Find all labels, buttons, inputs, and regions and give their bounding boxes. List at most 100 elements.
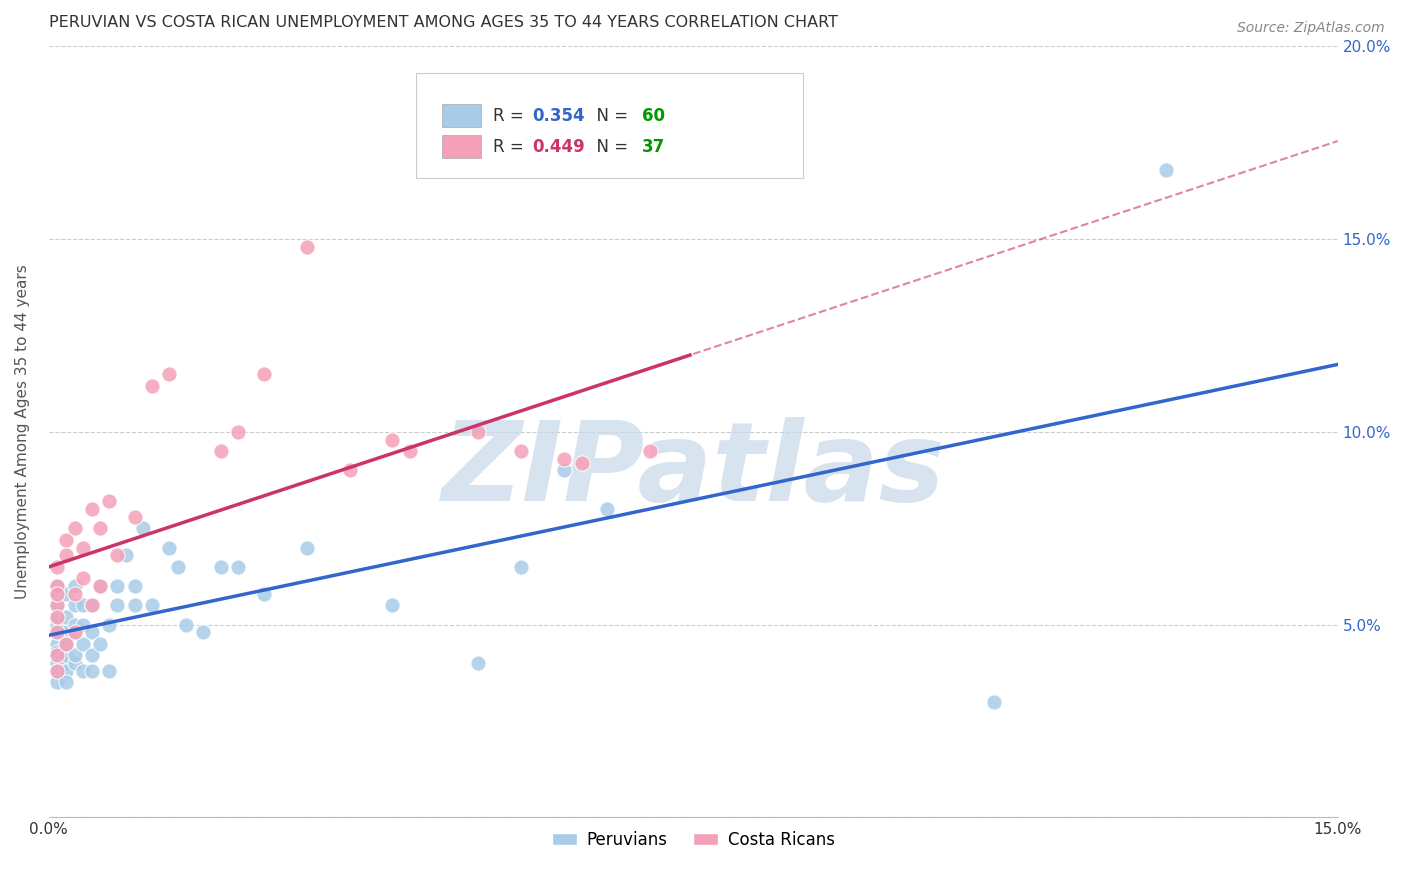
Point <box>89 521 111 535</box>
Point <box>226 425 249 439</box>
Text: Source: ZipAtlas.com: Source: ZipAtlas.com <box>1237 21 1385 35</box>
Point <box>141 599 163 613</box>
Point <box>55 656 77 670</box>
Point <box>252 367 274 381</box>
Point <box>80 599 103 613</box>
Point <box>55 675 77 690</box>
Point <box>46 645 69 659</box>
Point <box>46 625 69 640</box>
Point <box>467 425 489 439</box>
Point <box>63 656 86 670</box>
Point <box>983 695 1005 709</box>
Point <box>124 509 146 524</box>
Text: N =: N = <box>586 107 634 125</box>
Point <box>46 648 69 663</box>
Point <box>157 541 180 555</box>
Point <box>46 664 69 678</box>
Text: 37: 37 <box>641 137 665 156</box>
Point <box>46 559 69 574</box>
Point <box>89 579 111 593</box>
Point <box>571 456 593 470</box>
Point <box>510 559 533 574</box>
Point <box>46 675 69 690</box>
Point <box>55 637 77 651</box>
Point <box>339 463 361 477</box>
Point <box>63 617 86 632</box>
Point <box>46 579 69 593</box>
Point <box>97 664 120 678</box>
Point <box>226 559 249 574</box>
Point <box>97 617 120 632</box>
Point <box>46 648 69 663</box>
Point <box>132 521 155 535</box>
Text: 60: 60 <box>641 107 665 125</box>
Point <box>124 599 146 613</box>
Point <box>63 579 86 593</box>
Text: 0.449: 0.449 <box>531 137 585 156</box>
Point <box>80 599 103 613</box>
Point <box>46 579 69 593</box>
Point <box>553 451 575 466</box>
Point <box>46 625 69 640</box>
Point <box>46 610 69 624</box>
Text: N =: N = <box>586 137 634 156</box>
Point <box>381 599 404 613</box>
Point <box>46 656 69 670</box>
Point <box>55 610 77 624</box>
Point <box>63 625 86 640</box>
Point <box>72 664 94 678</box>
Point <box>295 541 318 555</box>
Point <box>89 579 111 593</box>
Point <box>63 599 86 613</box>
Text: R =: R = <box>494 137 530 156</box>
Point <box>596 502 619 516</box>
Point <box>398 444 420 458</box>
Point <box>63 648 86 663</box>
Point <box>63 521 86 535</box>
Point <box>55 587 77 601</box>
Point <box>209 559 232 574</box>
Point <box>55 548 77 562</box>
Point <box>193 625 215 640</box>
Point <box>252 587 274 601</box>
Point <box>72 599 94 613</box>
Point <box>46 599 69 613</box>
Text: ZIPatlas: ZIPatlas <box>441 417 945 524</box>
Point <box>174 617 197 632</box>
Point <box>89 637 111 651</box>
Point <box>115 548 138 562</box>
Point <box>46 617 69 632</box>
Point <box>107 548 129 562</box>
Point <box>107 599 129 613</box>
Point <box>55 664 77 678</box>
Point <box>63 587 86 601</box>
FancyBboxPatch shape <box>441 104 481 128</box>
Text: R =: R = <box>494 107 530 125</box>
Text: 0.354: 0.354 <box>531 107 585 125</box>
Y-axis label: Unemployment Among Ages 35 to 44 years: Unemployment Among Ages 35 to 44 years <box>15 265 30 599</box>
Point <box>107 579 129 593</box>
FancyBboxPatch shape <box>441 135 481 158</box>
Point <box>72 637 94 651</box>
Point <box>55 637 77 651</box>
Point <box>46 610 69 624</box>
FancyBboxPatch shape <box>416 73 803 178</box>
Point <box>80 625 103 640</box>
Point <box>72 571 94 585</box>
Point <box>55 533 77 547</box>
Point <box>46 587 69 601</box>
Point <box>124 579 146 593</box>
Point <box>640 444 662 458</box>
Point <box>510 444 533 458</box>
Point <box>80 664 103 678</box>
Point <box>80 502 103 516</box>
Point <box>141 378 163 392</box>
Point <box>381 433 404 447</box>
Point <box>97 494 120 508</box>
Point <box>166 559 188 574</box>
Point <box>55 625 77 640</box>
Point <box>72 541 94 555</box>
Point <box>553 463 575 477</box>
Point <box>55 648 77 663</box>
Point <box>80 648 103 663</box>
